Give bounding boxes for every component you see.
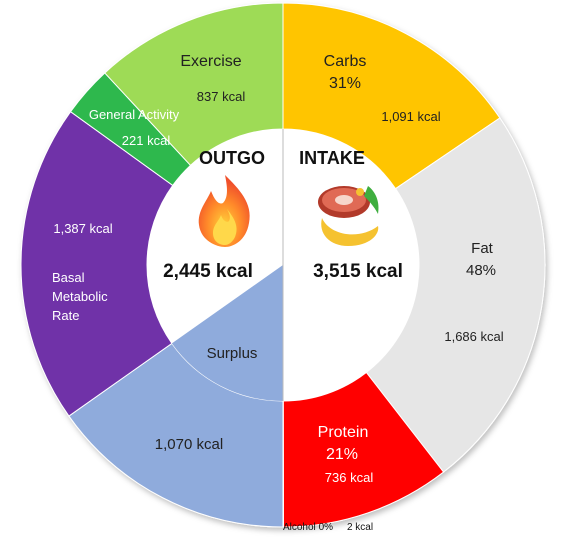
outgo-header: OUTGO [199, 148, 265, 168]
surplus-inner-wedge [171, 265, 283, 401]
alcohol-kcal: 2 kcal [347, 522, 373, 533]
surplus-kcal: 1,070 kcal [155, 436, 223, 453]
carbs-name: Carbs [324, 53, 367, 70]
alcohol-percent: 0% [319, 522, 334, 533]
general-activity-name: General Activity [89, 107, 180, 122]
intake-header: INTAKE [299, 148, 365, 168]
surplus-name: Surplus [207, 345, 258, 362]
protein-name: Protein [318, 424, 369, 441]
fat-percent: 48% [466, 262, 496, 279]
food-icon [318, 186, 379, 246]
carbs-percent: 31% [329, 75, 361, 92]
fat-kcal: 1,686 kcal [444, 329, 503, 344]
general-activity-kcal: 221 kcal [122, 133, 171, 148]
labels-group: OUTGO INTAKE 2,445 kcal 3,515 kcal Exerc… [52, 53, 504, 533]
alcohol-name: Alcohol [283, 522, 316, 533]
surplus-inner-slice [171, 265, 283, 401]
alcohol-name-percent: Alcohol 0% [283, 522, 333, 533]
intake-total: 3,515 kcal [313, 261, 403, 282]
protein-kcal: 736 kcal [325, 470, 374, 485]
outgo-total: 2,445 kcal [163, 261, 253, 282]
bmr-name-line-2: Metabolic [52, 289, 108, 304]
protein-percent: 21% [326, 446, 358, 463]
carbs-kcal: 1,091 kcal [381, 109, 440, 124]
bmr-kcal: 1,387 kcal [53, 221, 112, 236]
exercise-name: Exercise [180, 53, 241, 70]
fire-icon [198, 175, 250, 247]
slices-group [20, 2, 546, 528]
bmr-name-line-1: Basal [52, 270, 85, 285]
bmr-name-line-3: Rate [52, 308, 79, 323]
exercise-kcal: 837 kcal [197, 89, 246, 104]
fat-name: Fat [471, 240, 494, 257]
